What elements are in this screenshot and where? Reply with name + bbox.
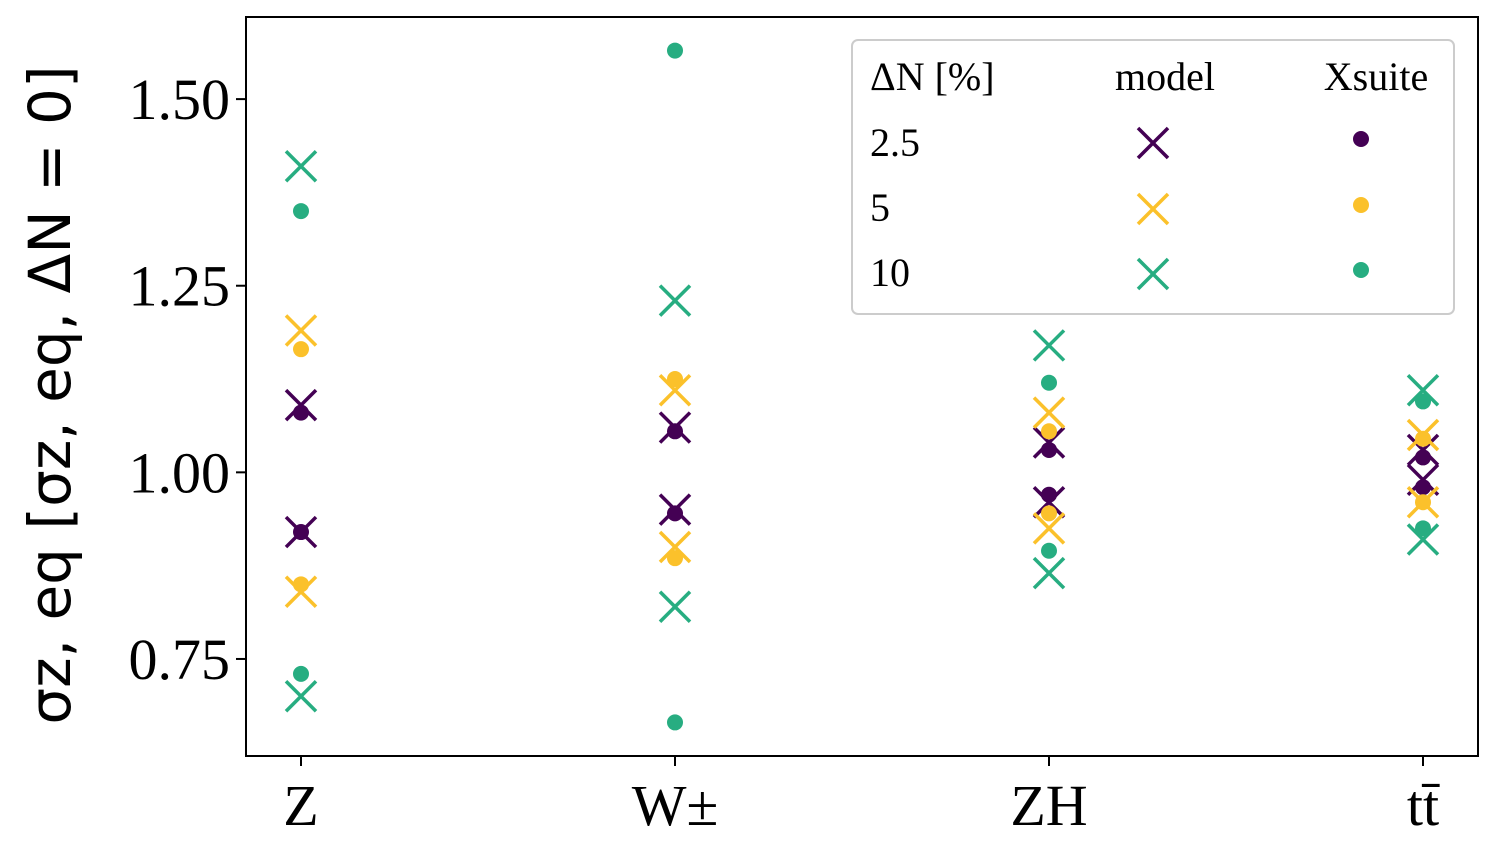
xsuite-point-5 bbox=[667, 550, 683, 567]
legend-model-marker-2-5 bbox=[1136, 126, 1170, 160]
model-marker-10-stroke-b bbox=[1032, 556, 1066, 590]
xsuite-point-10 bbox=[667, 714, 683, 731]
xsuite-point-10 bbox=[293, 203, 309, 220]
model-marker-5 bbox=[658, 373, 692, 407]
legend-model-marker-10-stroke-b bbox=[1136, 257, 1170, 291]
model-marker-10-stroke-b bbox=[284, 150, 318, 183]
x-tick-label: ZH bbox=[1010, 773, 1087, 838]
legend-model-marker-10 bbox=[1136, 257, 1170, 291]
model-marker-10-stroke-b bbox=[658, 284, 692, 317]
xsuite-point-5 bbox=[293, 341, 309, 358]
xsuite-point-2-5 bbox=[293, 524, 309, 541]
legend-model-marker-5 bbox=[1136, 192, 1170, 226]
y-tick-label: 1.00 bbox=[129, 440, 231, 505]
chart-marks bbox=[284, 42, 1440, 731]
model-marker-10 bbox=[1032, 329, 1066, 362]
xsuite-point-10 bbox=[1041, 542, 1057, 559]
model-marker-10 bbox=[658, 590, 692, 623]
model-marker-5-stroke-b bbox=[1032, 512, 1066, 545]
model-marker-10 bbox=[1406, 373, 1440, 407]
xsuite-point-2-5 bbox=[1415, 449, 1431, 466]
legend-box bbox=[851, 39, 1455, 315]
legend-xsuite-marker-5 bbox=[1353, 197, 1369, 213]
y-axis: 0.75 1.00 1.25 1.50 bbox=[129, 67, 246, 692]
model-marker-5 bbox=[1032, 512, 1066, 545]
model-marker-5-stroke-b bbox=[658, 530, 692, 564]
legend-markers bbox=[1136, 126, 1369, 291]
x-axis: Z W± ZH tt̄ bbox=[283, 756, 1440, 838]
xsuite-point-2-5 bbox=[667, 423, 683, 440]
legend-header-dn: ΔN [%] bbox=[870, 54, 995, 99]
model-marker-10-stroke-b bbox=[1406, 523, 1440, 556]
model-marker-5-stroke-b bbox=[284, 314, 318, 347]
model-marker-10 bbox=[1032, 556, 1066, 590]
legend-row-10: 10 bbox=[870, 250, 910, 295]
xsuite-point-10 bbox=[667, 42, 683, 59]
xsuite-point-2-5 bbox=[1415, 479, 1431, 496]
xsuite-point-10 bbox=[1041, 374, 1057, 391]
legend-xsuite-marker-10 bbox=[1353, 262, 1369, 278]
xsuite-point-10 bbox=[1415, 393, 1431, 410]
x-tick-label: Z bbox=[283, 773, 318, 838]
model-marker-10-stroke-b bbox=[658, 590, 692, 623]
xsuite-point-5 bbox=[293, 576, 309, 593]
xsuite-point-2-5 bbox=[667, 505, 683, 522]
legend: ΔN [%] model Xsuite 2.5 5 10 bbox=[851, 39, 1455, 315]
xsuite-point-2-5 bbox=[293, 404, 309, 421]
model-marker-5 bbox=[1032, 396, 1066, 429]
x-tick-label: tt̄ bbox=[1407, 773, 1440, 838]
xsuite-point-2-5 bbox=[1041, 486, 1057, 503]
xsuite-point-10 bbox=[293, 665, 309, 682]
y-tick-label: 0.75 bbox=[129, 627, 231, 692]
model-marker-5 bbox=[658, 530, 692, 564]
xsuite-point-10 bbox=[1415, 520, 1431, 537]
xsuite-point-2-5 bbox=[1041, 441, 1057, 458]
legend-xsuite-marker-2-5 bbox=[1353, 131, 1369, 147]
x-tick-label: W± bbox=[632, 773, 719, 838]
xsuite-point-5 bbox=[1041, 423, 1057, 440]
legend-model-marker-5-stroke-b bbox=[1136, 192, 1170, 226]
model-marker-10 bbox=[284, 150, 318, 183]
xsuite-point-5 bbox=[1041, 505, 1057, 522]
model-marker-10 bbox=[658, 284, 692, 317]
model-marker-5-stroke-b bbox=[658, 373, 692, 407]
model-marker-5 bbox=[284, 314, 318, 347]
y-axis-label: σz, eq [σz, eq, ΔN = 0] bbox=[16, 65, 84, 724]
model-marker-10-stroke-b bbox=[1406, 373, 1440, 407]
y-tick-label: 1.25 bbox=[129, 254, 231, 319]
model-marker-5-stroke-b bbox=[1032, 396, 1066, 429]
legend-row-2-5: 2.5 bbox=[870, 120, 920, 165]
xsuite-point-5 bbox=[1415, 494, 1431, 511]
legend-model-marker-2-5-stroke-b bbox=[1136, 126, 1170, 160]
y-tick-label: 1.50 bbox=[129, 67, 231, 132]
xsuite-point-5 bbox=[667, 371, 683, 388]
legend-row-5: 5 bbox=[870, 185, 890, 230]
xsuite-point-5 bbox=[1415, 430, 1431, 447]
model-marker-10 bbox=[1406, 523, 1440, 556]
legend-header-model: model bbox=[1115, 54, 1215, 99]
model-marker-10-stroke-b bbox=[284, 680, 318, 713]
model-marker-10 bbox=[284, 680, 318, 713]
legend-header-xsuite: Xsuite bbox=[1324, 54, 1428, 99]
model-marker-10-stroke-b bbox=[1032, 329, 1066, 362]
